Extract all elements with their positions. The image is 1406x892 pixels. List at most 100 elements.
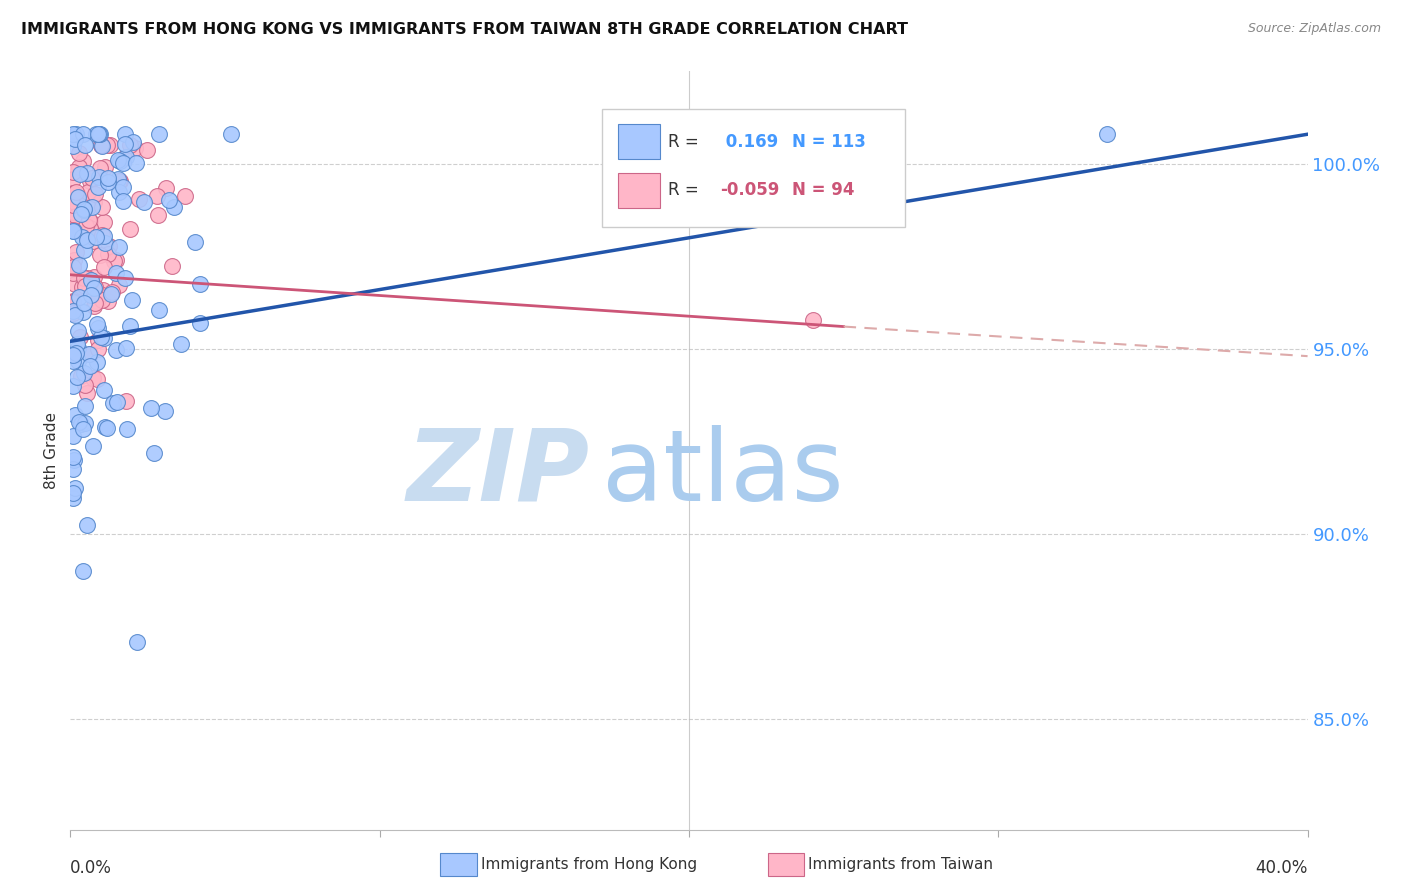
- Point: [108, 240, 131, 254]
- Text: 0.169: 0.169: [720, 133, 778, 151]
- Point: [89, 287, 111, 301]
- Point: [63, 252, 86, 267]
- Point: [73, 202, 96, 217]
- Point: [83, 194, 105, 209]
- Point: [66, 188, 89, 202]
- Point: [120, 138, 142, 153]
- Point: [84, 280, 107, 294]
- Point: [108, 277, 131, 292]
- Point: [76, 233, 98, 247]
- Point: [97, 175, 120, 189]
- Point: [108, 174, 131, 188]
- Point: [83, 186, 105, 201]
- Text: Immigrants from Taiwan: Immigrants from Taiwan: [808, 857, 994, 871]
- Point: [112, 156, 135, 170]
- Point: [86, 317, 108, 331]
- Text: Source: ZipAtlas.com: Source: ZipAtlas.com: [1247, 22, 1381, 36]
- Point: [132, 194, 155, 209]
- Point: [90, 138, 112, 153]
- Point: [80, 273, 103, 287]
- Point: [107, 186, 129, 200]
- Point: [67, 145, 90, 160]
- Point: [73, 202, 96, 217]
- Text: R =: R =: [668, 181, 704, 200]
- Point: [79, 220, 101, 235]
- Point: [69, 192, 91, 206]
- Point: [86, 372, 108, 386]
- Point: [174, 189, 197, 203]
- Point: [72, 422, 94, 436]
- Point: [73, 244, 96, 258]
- Point: [124, 141, 146, 155]
- Point: [93, 384, 115, 398]
- Point: [105, 395, 128, 409]
- Point: [184, 235, 207, 250]
- Point: [103, 253, 125, 268]
- Point: [90, 138, 112, 153]
- Point: [89, 248, 111, 262]
- Point: [62, 450, 84, 465]
- Point: [66, 341, 89, 355]
- Point: [125, 635, 148, 649]
- FancyBboxPatch shape: [602, 109, 905, 227]
- Point: [70, 230, 93, 244]
- Point: [67, 290, 90, 304]
- Point: [62, 191, 84, 205]
- Point: [115, 393, 138, 408]
- Point: [62, 346, 84, 360]
- Point: [142, 446, 165, 460]
- Point: [69, 168, 91, 182]
- Text: ZIP: ZIP: [406, 425, 591, 522]
- Point: [76, 386, 98, 401]
- Point: [1095, 127, 1118, 141]
- Point: [115, 150, 138, 164]
- Point: [128, 192, 150, 206]
- Point: [76, 165, 98, 179]
- Text: IMMIGRANTS FROM HONG KONG VS IMMIGRANTS FROM TAIWAN 8TH GRADE CORRELATION CHART: IMMIGRANTS FROM HONG KONG VS IMMIGRANTS …: [21, 22, 908, 37]
- Point: [86, 179, 108, 194]
- Point: [153, 404, 176, 418]
- Point: [77, 186, 100, 200]
- Point: [77, 347, 100, 361]
- Point: [66, 337, 89, 351]
- Point: [104, 266, 127, 280]
- Point: [70, 417, 93, 431]
- Point: [67, 160, 90, 174]
- Point: [90, 329, 112, 343]
- Point: [65, 209, 87, 223]
- Point: [89, 127, 111, 141]
- Point: [76, 271, 98, 285]
- FancyBboxPatch shape: [619, 124, 661, 160]
- Point: [66, 190, 89, 204]
- Point: [84, 127, 107, 141]
- Point: [157, 193, 180, 207]
- Point: [73, 417, 96, 431]
- Point: [62, 165, 84, 179]
- Point: [163, 200, 186, 214]
- Point: [114, 271, 136, 285]
- Point: [100, 285, 122, 299]
- Point: [67, 324, 90, 338]
- Y-axis label: 8th Grade: 8th Grade: [44, 412, 59, 489]
- Text: atlas: atlas: [602, 425, 844, 522]
- Point: [62, 378, 84, 392]
- Point: [135, 143, 157, 157]
- Point: [73, 280, 96, 294]
- Point: [79, 359, 101, 374]
- Point: [108, 174, 131, 188]
- Point: [155, 181, 177, 195]
- Point: [63, 309, 86, 323]
- Point: [170, 337, 193, 351]
- Point: [97, 247, 120, 261]
- Text: 0.0%: 0.0%: [70, 859, 112, 877]
- Point: [125, 156, 148, 170]
- Point: [80, 288, 103, 302]
- Point: [108, 154, 131, 169]
- Point: [105, 343, 128, 358]
- Point: [94, 160, 117, 174]
- Point: [72, 564, 94, 578]
- Point: [62, 296, 84, 310]
- Point: [62, 295, 84, 310]
- Point: [107, 171, 129, 186]
- Point: [87, 333, 110, 347]
